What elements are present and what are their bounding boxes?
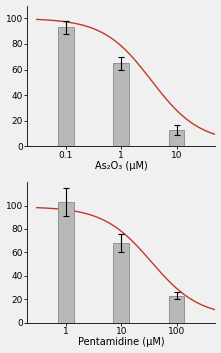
Bar xyxy=(58,202,74,323)
Bar xyxy=(169,296,184,323)
Bar xyxy=(58,27,74,146)
Bar xyxy=(113,63,129,146)
Bar xyxy=(169,130,184,146)
Bar xyxy=(113,243,129,323)
X-axis label: As₂O₃ (μM): As₂O₃ (μM) xyxy=(95,161,148,171)
X-axis label: Pentamidine (μM): Pentamidine (μM) xyxy=(78,337,164,347)
